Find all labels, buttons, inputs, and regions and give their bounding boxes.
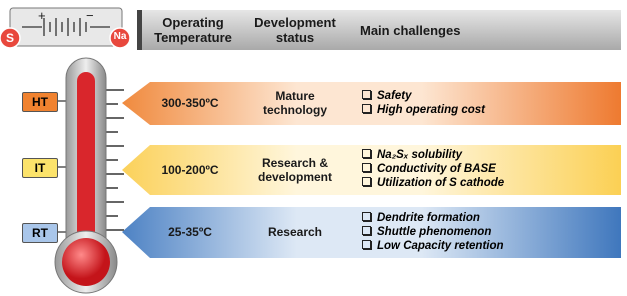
header-status: Development status (250, 15, 340, 45)
challenges: Na₂Sₓ solubility Conductivity of BASE Ut… (362, 148, 504, 190)
temperature: 300-350ºC (150, 96, 230, 110)
minus-sign: − (86, 8, 94, 23)
challenge: Safety (362, 89, 485, 103)
status: Research (255, 225, 335, 239)
temperature: 100-200ºC (150, 163, 230, 177)
row-label: RT (22, 223, 58, 243)
challenges: Safety High operating cost (362, 89, 485, 117)
cathode-label: Na (110, 31, 130, 42)
challenges: Dendrite formation Shuttle phenomenon Lo… (362, 211, 504, 253)
temperature: 25-35ºC (150, 225, 230, 239)
status: Mature technology (255, 89, 335, 117)
header-challenges: Main challenges (360, 23, 490, 38)
challenge: Utilization of S cathode (362, 176, 504, 190)
diagram: S Na + − Operating Temperature Developme… (0, 0, 627, 296)
plus-sign: + (38, 8, 46, 23)
challenge: Shuttle phenomenon (362, 225, 504, 239)
challenge: Low Capacity retention (362, 239, 504, 253)
challenge: Dendrite formation (362, 211, 504, 225)
row-label: IT (22, 158, 58, 178)
challenge: Na₂Sₓ solubility (362, 148, 504, 162)
anode-label: S (0, 31, 20, 45)
header-temperature: Operating Temperature (148, 15, 238, 45)
status: Research & development (250, 156, 340, 184)
challenge: Conductivity of BASE (362, 162, 504, 176)
challenge: High operating cost (362, 103, 485, 117)
row-label: HT (22, 92, 58, 112)
